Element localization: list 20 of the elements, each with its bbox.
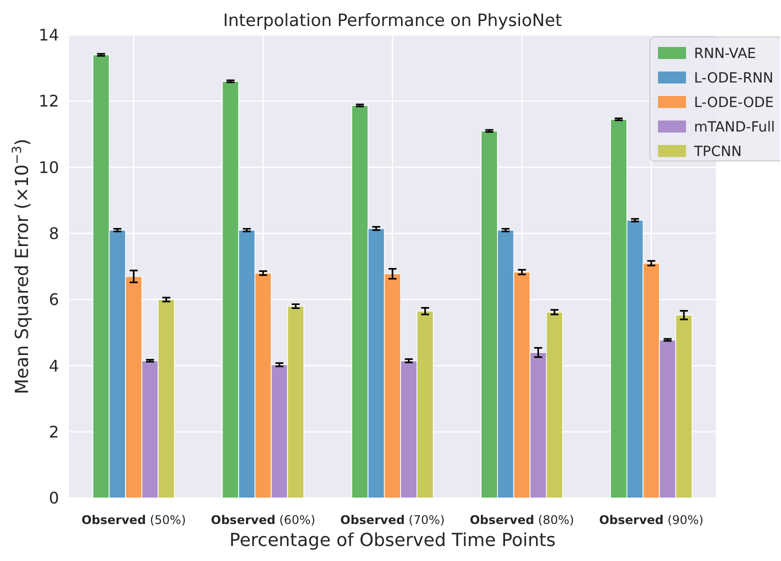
- y-tick-label: 0: [48, 488, 59, 508]
- legend-label: L-ODE-RNN: [694, 70, 774, 86]
- x-axis-title: Percentage of Observed Time Points: [229, 530, 556, 551]
- x-tick-label: Observed (50%): [81, 513, 186, 527]
- legend-label: RNN-VAE: [694, 46, 756, 62]
- x-tick-label: Observed (80%): [470, 513, 574, 527]
- legend-label: L-ODE-ODE: [694, 94, 774, 111]
- x-tick-label: Observed (90%): [599, 513, 704, 527]
- y-tick-label: 8: [48, 224, 59, 244]
- y-tick-label: 2: [48, 422, 59, 442]
- chart-title: Interpolation Performance on PhysioNet: [223, 11, 562, 31]
- y-tick-label: 4: [48, 356, 59, 376]
- x-tick-label: Observed (70%): [340, 513, 445, 527]
- y-tick-label: 10: [38, 158, 59, 177]
- y-tick-label: 12: [38, 92, 59, 111]
- legend-label: mTAND-Full: [694, 119, 775, 136]
- y-tick-label: 6: [48, 290, 59, 310]
- legend-label: TPCNN: [693, 144, 742, 160]
- y-tick-label: 14: [38, 26, 59, 45]
- x-tick-label: Observed (60%): [210, 513, 316, 527]
